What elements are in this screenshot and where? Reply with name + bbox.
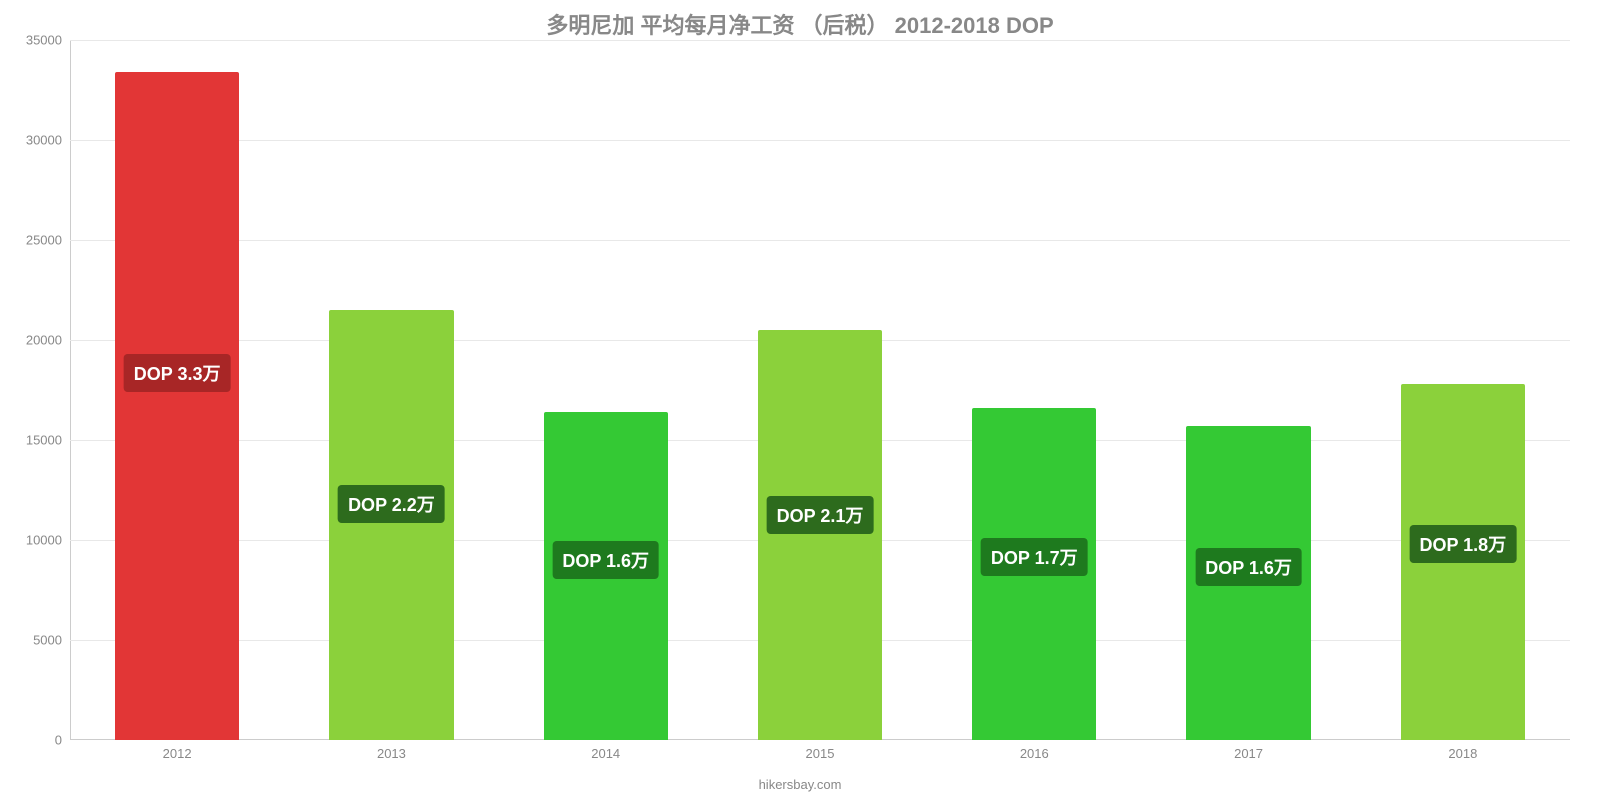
bar-value-label: DOP 1.7万 [981, 538, 1088, 576]
y-tick-label: 25000 [26, 233, 62, 248]
bar-value-label: DOP 1.6万 [552, 541, 659, 579]
y-tick-label: 30000 [26, 133, 62, 148]
chart-footer: hikersbay.com [0, 777, 1600, 792]
y-tick-label: 0 [55, 733, 62, 748]
y-tick-label: 35000 [26, 33, 62, 48]
x-tick-label: 2016 [1020, 746, 1049, 761]
y-tick-label: 10000 [26, 533, 62, 548]
x-tick-label: 2012 [163, 746, 192, 761]
gridline [70, 240, 1570, 241]
bar-value-label: DOP 1.8万 [1409, 525, 1516, 563]
x-tick-label: 2017 [1234, 746, 1263, 761]
bar-value-label: DOP 2.1万 [767, 496, 874, 534]
bar [758, 330, 882, 740]
bar [329, 310, 453, 740]
y-axis-line [70, 40, 71, 740]
x-tick-label: 2018 [1448, 746, 1477, 761]
x-tick-label: 2015 [806, 746, 835, 761]
x-tick-label: 2013 [377, 746, 406, 761]
bar [115, 72, 239, 740]
plot-area: DOP 3.3万 DOP 2.2万 DOP 1.6万 DOP 2.1万 DOP 1.7万… [70, 40, 1570, 740]
chart-title: 多明尼加 平均每月净工资 （后税） 2012-2018 DOP [0, 8, 1600, 40]
gridline [70, 40, 1570, 41]
bar-value-label: DOP 2.2万 [338, 485, 445, 523]
bar-value-label: DOP 1.6万 [1195, 548, 1302, 586]
y-tick-label: 20000 [26, 333, 62, 348]
y-axis: 05000100001500020000250003000035000 [0, 40, 70, 740]
y-tick-label: 15000 [26, 433, 62, 448]
y-tick-label: 5000 [33, 633, 62, 648]
bar-value-label: DOP 3.3万 [124, 354, 231, 392]
x-tick-label: 2014 [591, 746, 620, 761]
gridline [70, 140, 1570, 141]
chart-container: 多明尼加 平均每月净工资 （后税） 2012-2018 DOP 0 5000 100… [0, 0, 1600, 800]
